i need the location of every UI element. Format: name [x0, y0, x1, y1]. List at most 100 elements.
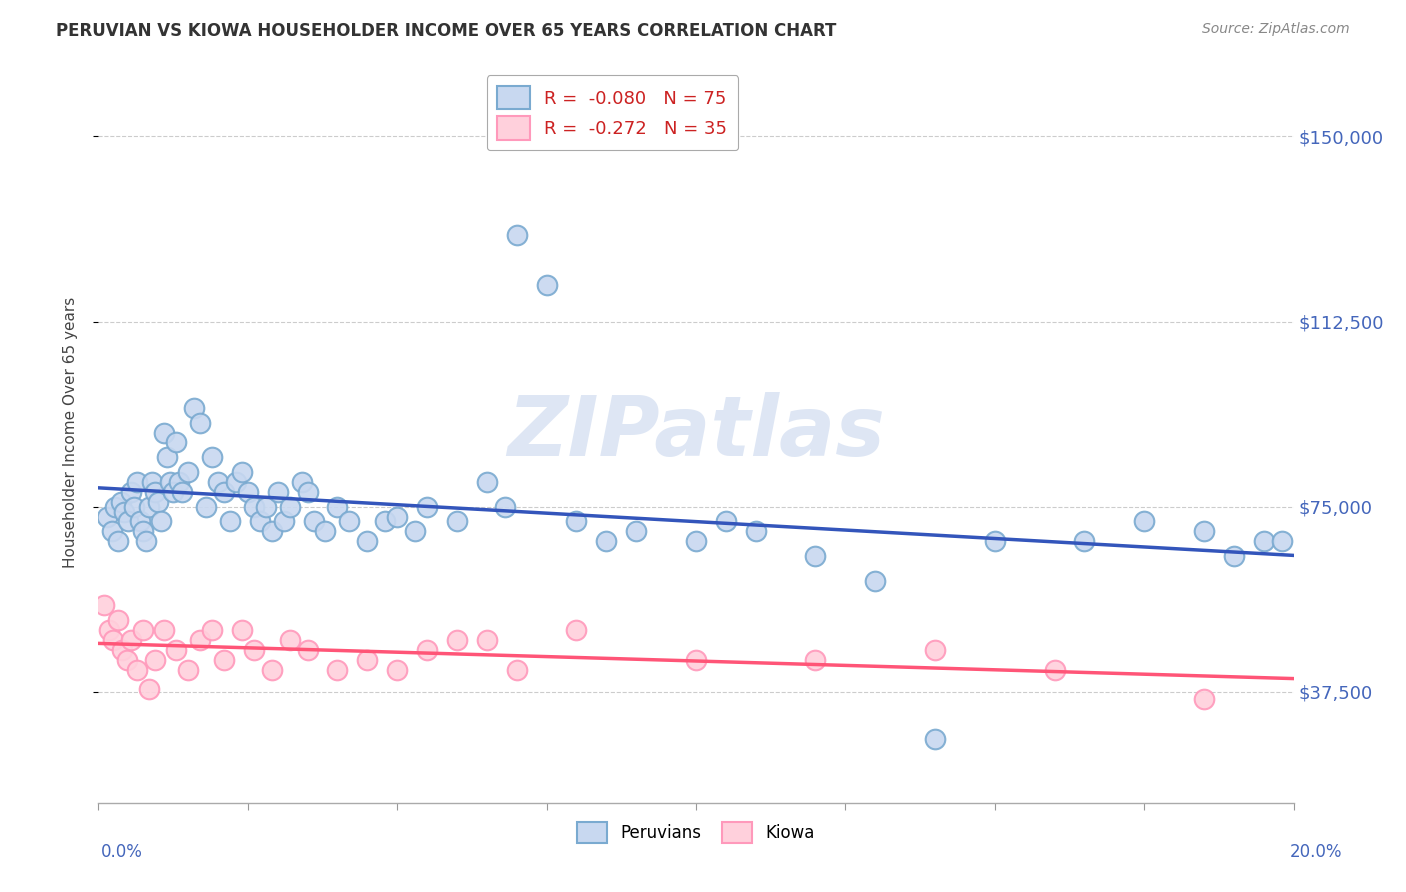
- Point: [385, 663, 409, 677]
- Point: [315, 524, 337, 539]
- Point: [120, 484, 142, 499]
- Point: [188, 632, 211, 647]
- Point: [150, 515, 173, 529]
- Point: [984, 534, 1007, 549]
- Point: [132, 623, 155, 637]
- Point: [446, 515, 468, 529]
- Point: [225, 475, 247, 489]
- Point: [138, 682, 160, 697]
- Point: [177, 663, 200, 677]
- Point: [243, 500, 266, 514]
- Point: [260, 663, 283, 677]
- Point: [1271, 534, 1294, 549]
- Point: [111, 642, 134, 657]
- Point: [107, 613, 129, 627]
- Point: [745, 524, 768, 539]
- Point: [404, 524, 426, 539]
- Point: [183, 401, 205, 415]
- Point: [506, 663, 529, 677]
- Point: [260, 524, 283, 539]
- Point: [120, 632, 142, 647]
- Point: [212, 653, 235, 667]
- Point: [254, 500, 277, 514]
- Point: [865, 574, 887, 588]
- Point: [385, 509, 409, 524]
- Point: [278, 500, 301, 514]
- Point: [107, 534, 129, 549]
- Point: [416, 642, 439, 657]
- Point: [278, 632, 301, 647]
- Point: [924, 642, 946, 657]
- Point: [714, 515, 737, 529]
- Point: [100, 524, 122, 539]
- Point: [236, 484, 259, 499]
- Point: [804, 653, 827, 667]
- Point: [243, 642, 266, 657]
- Point: [595, 534, 617, 549]
- Point: [112, 505, 135, 519]
- Y-axis label: Householder Income Over 65 years: Householder Income Over 65 years: [63, 297, 77, 568]
- Point: [219, 515, 242, 529]
- Point: [506, 228, 529, 243]
- Point: [475, 475, 498, 489]
- Point: [201, 623, 224, 637]
- Point: [374, 515, 396, 529]
- Point: [104, 500, 127, 514]
- Text: 20.0%: 20.0%: [1291, 843, 1343, 861]
- Point: [159, 475, 181, 489]
- Point: [685, 653, 707, 667]
- Point: [103, 632, 125, 647]
- Point: [231, 623, 253, 637]
- Text: ZIPatlas: ZIPatlas: [508, 392, 884, 473]
- Point: [685, 534, 707, 549]
- Point: [177, 465, 200, 479]
- Point: [207, 475, 229, 489]
- Point: [153, 425, 176, 440]
- Point: [297, 642, 319, 657]
- Point: [565, 515, 588, 529]
- Point: [98, 623, 121, 637]
- Point: [536, 277, 558, 292]
- Point: [115, 653, 138, 667]
- Point: [302, 515, 325, 529]
- Legend: Peruvians, Kiowa: Peruvians, Kiowa: [571, 815, 821, 850]
- Point: [135, 534, 157, 549]
- Point: [339, 515, 361, 529]
- Point: [162, 484, 184, 499]
- Point: [110, 494, 132, 508]
- Point: [1192, 692, 1215, 706]
- Point: [804, 549, 827, 563]
- Point: [156, 450, 179, 465]
- Point: [195, 500, 218, 514]
- Point: [165, 435, 187, 450]
- Point: [132, 524, 155, 539]
- Point: [297, 484, 319, 499]
- Point: [153, 623, 176, 637]
- Point: [291, 475, 314, 489]
- Point: [167, 475, 190, 489]
- Point: [1073, 534, 1095, 549]
- Point: [127, 663, 149, 677]
- Point: [172, 484, 194, 499]
- Point: [565, 623, 588, 637]
- Point: [93, 599, 115, 613]
- Point: [117, 515, 139, 529]
- Point: [127, 475, 149, 489]
- Point: [356, 653, 378, 667]
- Point: [96, 509, 118, 524]
- Point: [446, 632, 468, 647]
- Point: [124, 500, 146, 514]
- Point: [1133, 515, 1156, 529]
- Point: [475, 632, 498, 647]
- Point: [249, 515, 271, 529]
- Point: [1192, 524, 1215, 539]
- Point: [1043, 663, 1066, 677]
- Point: [1223, 549, 1246, 563]
- Point: [273, 515, 295, 529]
- Point: [188, 416, 211, 430]
- Point: [626, 524, 648, 539]
- Point: [267, 484, 290, 499]
- Point: [138, 500, 160, 514]
- Point: [1253, 534, 1275, 549]
- Point: [494, 500, 516, 514]
